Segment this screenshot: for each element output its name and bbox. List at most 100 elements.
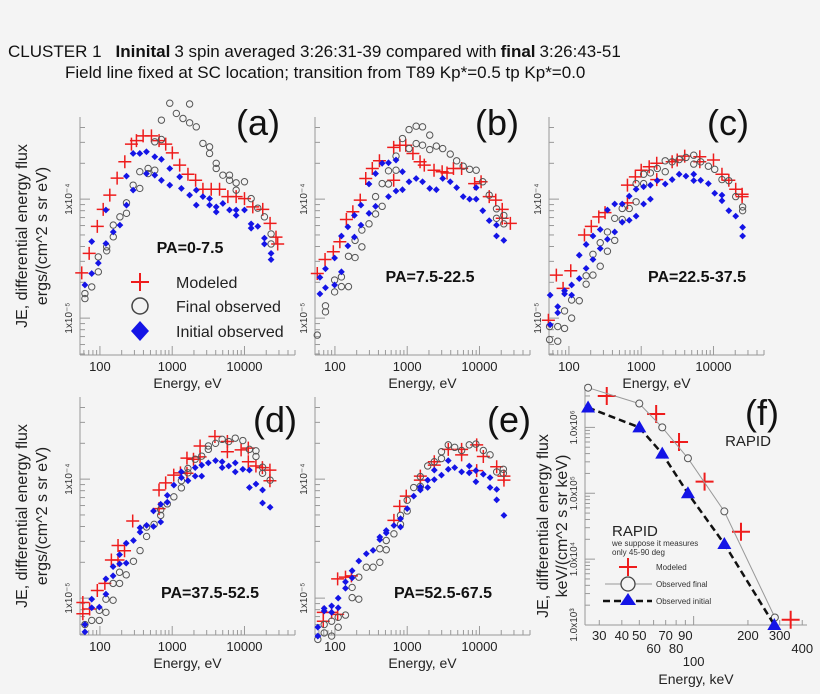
- initial-observed-point: [410, 492, 418, 500]
- initial-observed-point: [690, 170, 698, 178]
- final-observed-point: [738, 206, 747, 215]
- final-observed-point: [589, 271, 597, 279]
- final-observed-point: [426, 131, 434, 139]
- final-observed-point: [575, 297, 583, 305]
- final-observed-point: [94, 268, 103, 276]
- initial-observed-point: [136, 528, 144, 536]
- panel-label: (f): [745, 392, 779, 433]
- legend-rapid-modeled: Modeled: [656, 563, 687, 572]
- modeled-point: [249, 459, 263, 473]
- initial-observed-point: [546, 321, 554, 329]
- initial-observed-point: [451, 464, 459, 472]
- initial-observed-point: [412, 175, 420, 182]
- final-observed-point: [348, 593, 356, 602]
- final-observed-point: [94, 253, 103, 261]
- initial-observed-point: [399, 186, 406, 194]
- final-observed-point: [554, 322, 562, 331]
- initial-observed-point: [582, 241, 590, 248]
- final-observed-point: [403, 496, 411, 504]
- initial-observed-point: [640, 200, 648, 208]
- final-observed-point: [690, 160, 698, 168]
- x-axis-label: Energy, eV: [388, 375, 457, 391]
- initial-observed-point: [232, 206, 240, 214]
- initial-observed-point: [267, 256, 275, 264]
- initial-observed-point: [129, 186, 137, 194]
- initial-observed-point: [218, 464, 226, 472]
- initial-observed-point: [342, 578, 349, 586]
- final-observed-point: [88, 283, 96, 291]
- x-tick-label: 90: [678, 628, 692, 643]
- initial-observed-point: [465, 469, 473, 477]
- y-tick-label: 1x10⁻⁴: [64, 184, 75, 215]
- modeled-point: [584, 219, 598, 233]
- initial-observed-point: [372, 202, 379, 210]
- x-tick-label: 10000: [695, 359, 731, 374]
- initial-observed-point: [316, 290, 324, 298]
- final-observed-point: [179, 114, 187, 123]
- x-axis-label: Energy, eV: [388, 655, 457, 671]
- figure-title-line2: Field line fixed at SC location; transit…: [65, 63, 585, 82]
- x-tick-label: 1000: [158, 639, 187, 654]
- final-observed-point: [358, 243, 366, 251]
- modeled-point: [715, 167, 729, 181]
- initial-observed-point: [668, 176, 676, 183]
- initial-observed-point: [129, 150, 137, 157]
- final-observed-point: [450, 443, 459, 452]
- legend-plus-marker: [131, 273, 149, 291]
- modeled-point: [126, 514, 140, 528]
- modeled-point: [193, 439, 207, 453]
- final-observed-point: [452, 157, 461, 165]
- final-observed-point: [327, 617, 336, 625]
- final-observed-point: [320, 620, 328, 629]
- modeled-point: [413, 469, 427, 483]
- modeled-point: [706, 153, 720, 167]
- legend-rapid-circle-marker: [620, 576, 636, 592]
- final-observed-point: [682, 153, 690, 162]
- final-observed-point: [184, 469, 192, 477]
- final-observed-point: [218, 435, 226, 444]
- initial-observed-point: [392, 156, 400, 164]
- initial-observed-point: [704, 180, 712, 188]
- initial-observed-point: [232, 211, 240, 219]
- final-observed-point: [492, 205, 501, 213]
- final-observed-point: [410, 483, 418, 492]
- initial-observed-point: [166, 165, 174, 172]
- final-observed-point: [653, 164, 662, 173]
- initial-observed-point: [675, 170, 683, 178]
- y-tick-label: 1x10⁻⁵: [533, 303, 544, 334]
- x-tick-label: 10000: [226, 639, 262, 654]
- series-modeled: [541, 149, 749, 327]
- initial-observed-point: [163, 491, 171, 499]
- final-observed-point: [603, 228, 612, 236]
- panel-label: (b): [475, 102, 519, 143]
- final-observed-point: [198, 452, 206, 460]
- initial-observed-point: [252, 480, 260, 488]
- initial-observed-point: [430, 466, 438, 474]
- initial-observed-point: [653, 177, 661, 185]
- final-observed-point: [330, 288, 339, 296]
- final-observed-point: [116, 213, 124, 221]
- series-final-observed: [545, 151, 747, 345]
- final-observed-point: [437, 448, 446, 456]
- modeled-point: [695, 472, 714, 491]
- final-observed-point: [266, 476, 274, 484]
- final-observed-point: [239, 436, 247, 445]
- modeled-point: [165, 146, 179, 160]
- final-observed-point: [184, 464, 192, 473]
- initial-observed-point: [177, 185, 185, 192]
- initial-observed-point: [479, 207, 487, 215]
- initial-observed-point: [320, 604, 328, 612]
- x-axis-label: Energy, keV: [658, 671, 734, 687]
- final-observed-point: [334, 613, 342, 622]
- panel-b: 100 1000 10000 1x10⁻⁴ 1x10⁻⁵ Energy, eV (b) PA=…: [299, 102, 531, 391]
- modeled-point: [598, 206, 612, 220]
- modeled-point: [186, 452, 200, 466]
- modeled-point: [503, 216, 517, 230]
- initial-observed-point: [397, 515, 404, 523]
- final-observed-point: [459, 162, 467, 170]
- panel-d: 100 1000 10000 1x10⁻⁴ 1x10⁻⁵ Energy, eV (d) PA=…: [64, 397, 297, 671]
- y-tick-label: 1x10⁻⁵: [64, 303, 75, 334]
- modeled-point: [208, 430, 222, 444]
- final-observed-point: [405, 125, 413, 134]
- final-observed-point: [584, 383, 593, 392]
